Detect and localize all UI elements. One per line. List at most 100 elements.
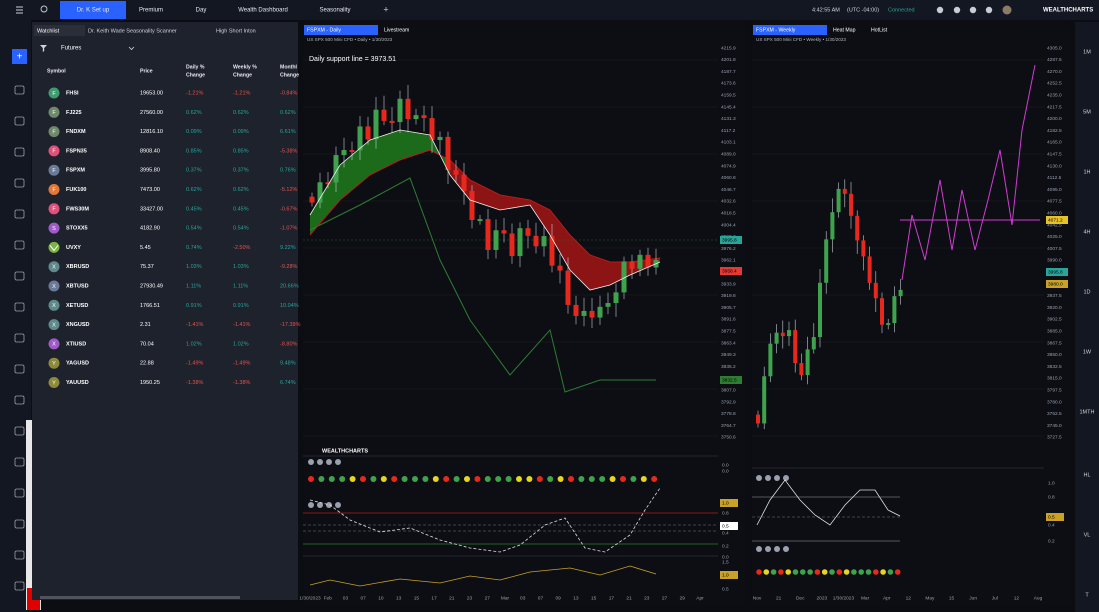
- chart-tab[interactable]: Livestream: [384, 27, 409, 33]
- symbol[interactable]: FNDXM: [66, 129, 86, 135]
- toolbar-icon[interactable]: [985, 6, 993, 14]
- symbol[interactable]: XBTUSD: [66, 283, 89, 289]
- tool-icon[interactable]: [14, 85, 25, 95]
- indicator-button[interactable]: [335, 459, 341, 465]
- tool-icon[interactable]: [14, 209, 25, 219]
- chart-tab[interactable]: FSPXM - Daily: [307, 27, 341, 33]
- list-selector[interactable]: Futures: [61, 46, 81, 52]
- timeframe-button[interactable]: 1MTH: [1080, 409, 1095, 415]
- tool-icon[interactable]: [14, 333, 25, 343]
- toolbar-icon[interactable]: [936, 6, 944, 14]
- symbol-icon: [48, 261, 60, 273]
- tool-icon[interactable]: [14, 457, 25, 467]
- tool-icon[interactable]: [14, 550, 25, 560]
- dropdown-arrow[interactable]: [128, 46, 135, 51]
- indicator-button[interactable]: [774, 475, 780, 481]
- signal-dot: [391, 476, 398, 482]
- tool-icon[interactable]: [14, 426, 25, 436]
- symbol[interactable]: XNGUSD: [66, 322, 90, 328]
- tool-icon[interactable]: [14, 364, 25, 374]
- price-axis-label: 4117.2: [721, 128, 736, 134]
- symbol[interactable]: YAGUSD: [66, 361, 89, 367]
- symbol[interactable]: FSPXM: [66, 168, 85, 174]
- tool-icon[interactable]: [14, 395, 25, 405]
- watchlist-scrollbar: [40, 596, 240, 599]
- candle-body: [557, 265, 563, 271]
- toolbar-icon[interactable]: [953, 6, 961, 14]
- nav-tab[interactable]: Wealth Dashboard: [238, 8, 288, 14]
- timeframe-button[interactable]: T: [1085, 592, 1089, 598]
- tool-icon[interactable]: [14, 240, 25, 250]
- timeframe-button[interactable]: 1D: [1083, 289, 1090, 295]
- filter-icon[interactable]: [40, 45, 47, 52]
- watchlist-tab[interactable]: Watchlist: [37, 28, 60, 34]
- tool-icon[interactable]: [14, 116, 25, 126]
- monthly-change: 6.61%: [280, 129, 296, 135]
- symbol[interactable]: STOXX5: [66, 226, 88, 232]
- indicator-button[interactable]: [756, 546, 762, 552]
- tool-icon[interactable]: [14, 488, 25, 498]
- indicator-button[interactable]: [335, 502, 341, 508]
- indicator-button[interactable]: [783, 546, 789, 552]
- timeframe-button[interactable]: 1H: [1083, 169, 1090, 175]
- symbol[interactable]: XBRUSD: [66, 264, 89, 270]
- indicator-button[interactable]: [317, 459, 323, 465]
- add-icon[interactable]: +: [17, 52, 23, 63]
- tool-icon[interactable]: [14, 519, 25, 529]
- symbol-icon: [48, 280, 60, 292]
- indicator-button[interactable]: [783, 475, 789, 481]
- signal-dot: [505, 476, 512, 482]
- menu-icon[interactable]: [16, 6, 23, 14]
- indicator-button[interactable]: [326, 459, 332, 465]
- tool-icon[interactable]: [14, 581, 25, 591]
- tool-icon[interactable]: [14, 271, 25, 281]
- symbol[interactable]: FUK100: [66, 187, 86, 193]
- indicator-button[interactable]: [317, 502, 323, 508]
- symbol[interactable]: FHSI: [66, 90, 79, 96]
- weekly-change: -1.38%: [233, 380, 251, 386]
- price: 1766.51: [140, 303, 160, 309]
- nav-tab[interactable]: Seasonality: [319, 8, 350, 14]
- nav-tab[interactable]: Premium: [139, 8, 163, 14]
- chart-tab[interactable]: FSPXM - Weekly: [756, 27, 796, 33]
- column-header: Daily %: [186, 64, 205, 70]
- symbol[interactable]: XTIUSD: [66, 341, 86, 347]
- indicator-button[interactable]: [765, 475, 771, 481]
- symbol[interactable]: XETUSD: [66, 303, 88, 309]
- timeframe-button[interactable]: VL: [1084, 532, 1091, 538]
- timeframe-button[interactable]: 1M: [1083, 49, 1091, 55]
- chart-tab[interactable]: HotList: [871, 27, 888, 33]
- indicator-button[interactable]: [308, 459, 314, 465]
- timeframe-button[interactable]: 1W: [1083, 349, 1092, 355]
- chart-tab[interactable]: Heat Map: [833, 27, 856, 33]
- indicator-button[interactable]: [765, 546, 771, 552]
- symbol-icon-letter: F: [52, 91, 56, 97]
- daily-change: 0.91%: [186, 303, 202, 309]
- nav-tab[interactable]: Day: [196, 8, 207, 14]
- symbol[interactable]: YAUUSD: [66, 380, 89, 386]
- avatar[interactable]: [1002, 5, 1012, 15]
- symbol[interactable]: FSPN35: [66, 148, 87, 154]
- indicator-button[interactable]: [756, 475, 762, 481]
- watchlist-tab[interactable]: High Short Inton: [216, 28, 256, 34]
- symbol[interactable]: FWS30M: [66, 206, 89, 212]
- nav-tab[interactable]: Dr. K Set up: [77, 8, 110, 14]
- indicator-button[interactable]: [326, 502, 332, 508]
- price-axis-label: 4077.5: [1047, 199, 1062, 205]
- tool-icon[interactable]: [14, 147, 25, 157]
- tool-icon[interactable]: [14, 178, 25, 188]
- add-tab[interactable]: +: [383, 4, 388, 14]
- timeframe-button[interactable]: 4H: [1083, 229, 1090, 235]
- symbol[interactable]: UVXY: [66, 245, 81, 251]
- price-axis-label: 4147.5: [1047, 151, 1062, 157]
- symbol[interactable]: FJ225: [66, 110, 82, 116]
- timeframe-button[interactable]: HL: [1083, 472, 1090, 478]
- timeframe-button[interactable]: 5M: [1083, 109, 1091, 115]
- toolbar-icon[interactable]: [969, 6, 977, 14]
- watchlist-tab[interactable]: Dr. Keith Wade Seasonality Scanner: [88, 28, 177, 34]
- indicator-button[interactable]: [308, 502, 314, 508]
- tool-icon[interactable]: [14, 302, 25, 312]
- search-icon[interactable]: [40, 5, 48, 13]
- monthly-change: -9.28%: [280, 264, 298, 270]
- indicator-button[interactable]: [774, 546, 780, 552]
